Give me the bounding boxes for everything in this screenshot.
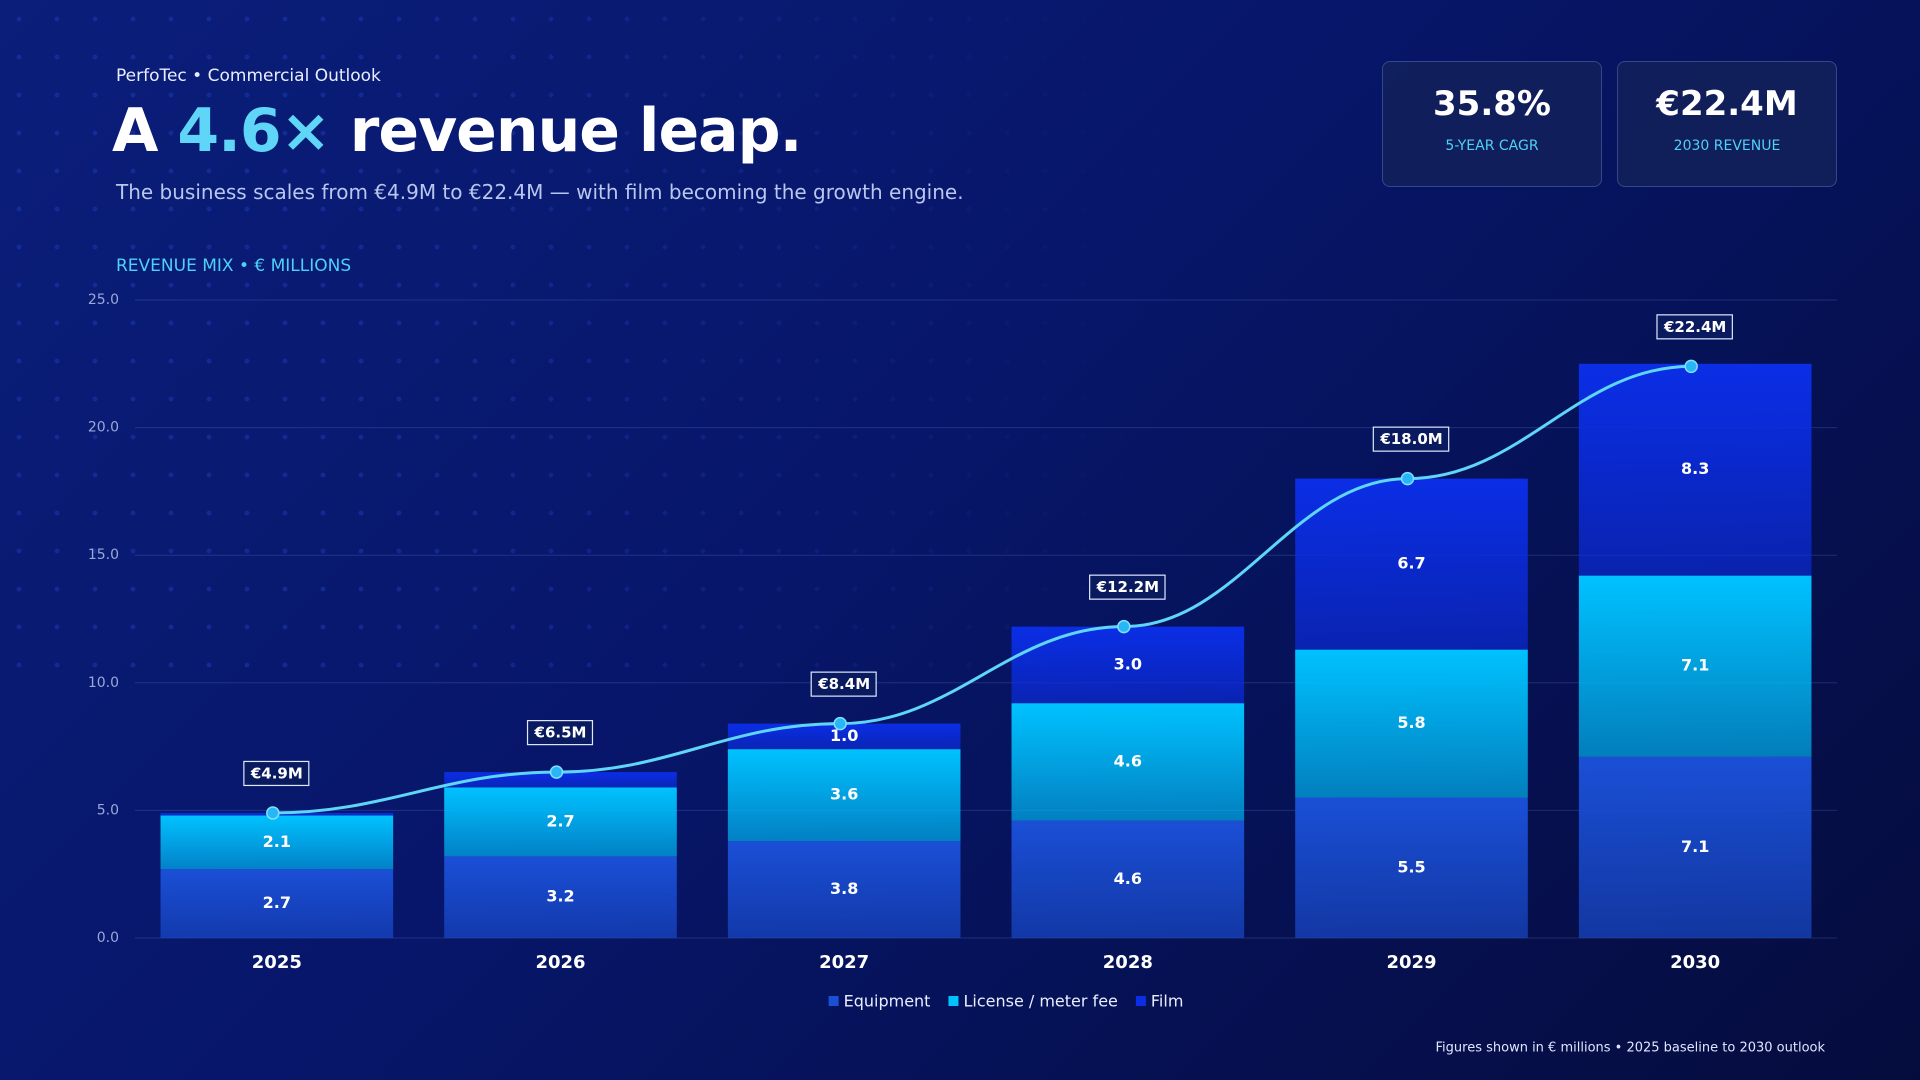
total-point (549, 765, 564, 779)
eyebrow: PerfoTec • Commercial Outlook (116, 66, 381, 86)
dot-pattern (0, 0, 1200, 700)
total-label-text: €4.9M (250, 764, 303, 782)
legend-swatch (828, 996, 839, 1006)
total-point (1684, 359, 1698, 374)
bar-segment (1295, 649, 1528, 798)
bar-segment (727, 749, 961, 842)
y-tick-label: 25.0 (88, 292, 119, 308)
x-tick-label: 2026 (535, 952, 585, 973)
y-tick-label: 10.0 (88, 675, 119, 691)
x-tick-label: 2030 (1670, 952, 1720, 973)
kpi-card: 35.8% 5-YEAR CAGR (1382, 61, 1602, 187)
total-label-box (1656, 314, 1733, 340)
total-label-text: €22.4M (1663, 318, 1726, 336)
chart-title: REVENUE MIX • € MILLIONS (116, 256, 351, 276)
segment-label: 2.1 (263, 832, 291, 851)
kpi-label: 5-YEAR CAGR (1445, 138, 1539, 154)
total-label-box (1089, 574, 1166, 600)
segment-label: 7.1 (1681, 656, 1709, 675)
kpi-value: €22.4M (1656, 84, 1798, 124)
total-label-box (810, 671, 877, 697)
bar-segment (1011, 820, 1245, 938)
total-label: €12.2M (1089, 574, 1166, 600)
segment-label: 1.0 (830, 726, 858, 745)
kpi-value: 35.8% (1433, 84, 1551, 124)
y-tick-label: 15.0 (88, 547, 119, 563)
bar-segment (1295, 797, 1528, 938)
total-label: €4.9M (243, 760, 310, 787)
legend-label: License / meter fee (963, 992, 1117, 1011)
bar-segment (160, 869, 394, 938)
legend-swatch (948, 996, 959, 1006)
total-line (272, 364, 1692, 815)
legend-label: Equipment (844, 992, 931, 1011)
total-label-text: €18.0M (1379, 430, 1442, 448)
total-point (1400, 471, 1415, 486)
total-label: €6.5M (526, 720, 594, 746)
y-tick-label: 20.0 (88, 420, 119, 436)
legend-swatch (1135, 996, 1146, 1006)
y-tick-label: 0.0 (97, 930, 119, 946)
bar-segment (1011, 703, 1245, 821)
total-label: €18.0M (1372, 426, 1450, 452)
segment-label: 2.7 (546, 811, 574, 830)
subtitle: The business scales from €4.9M to €22.4M… (116, 180, 964, 204)
segment-label: 3.2 (546, 887, 574, 906)
segment-label: 3.8 (830, 879, 858, 898)
bar-segment (444, 787, 677, 857)
x-tick-label: 2025 (252, 952, 302, 973)
x-tick-label: 2027 (819, 952, 869, 973)
bar-segment (727, 841, 961, 938)
segment-label: 3.0 (1114, 654, 1142, 673)
total-label: €22.4M (1656, 314, 1733, 340)
total-label-box (1372, 426, 1450, 452)
total-point (266, 806, 280, 820)
segment-label: 4.6 (1114, 751, 1142, 770)
kpi-label: 2030 REVENUE (1673, 138, 1781, 154)
segment-label: 5.5 (1397, 857, 1425, 876)
total-label-text: €8.4M (817, 675, 870, 693)
segment-label: 3.6 (830, 785, 858, 804)
segment-label: 5.8 (1397, 713, 1425, 732)
total-label-text: €6.5M (534, 724, 587, 742)
total-label-box (526, 720, 594, 746)
x-tick-label: 2028 (1103, 952, 1153, 973)
total-label-box (243, 760, 310, 787)
legend: Equipment License / meter fee Film (828, 992, 1184, 1011)
legend-label: Film (1151, 992, 1184, 1011)
segment-label: 4.6 (1114, 869, 1142, 888)
headline-suffix: revenue leap. (349, 96, 803, 166)
segment-label: 6.7 (1397, 554, 1425, 573)
segment-label: 7.1 (1681, 837, 1709, 856)
bar-segment (444, 856, 677, 938)
y-tick-label: 5.0 (97, 802, 119, 818)
bar-segment (1578, 575, 1812, 757)
total-label-text: €12.2M (1096, 578, 1159, 596)
footnote: Figures shown in € millions • 2025 basel… (1436, 1041, 1826, 1056)
bar-segment (1578, 756, 1812, 938)
x-tick-label: 2029 (1386, 952, 1436, 973)
bar-segment (160, 815, 394, 870)
total-point (833, 716, 847, 731)
kpi-card: €22.4M 2030 REVENUE (1617, 61, 1837, 187)
headline-highlight: 4.6× (177, 96, 331, 166)
total-label: €8.4M (810, 671, 877, 697)
bar-segment (1578, 363, 1812, 576)
headline-prefix: A (112, 96, 158, 166)
segment-label: 2.7 (263, 893, 291, 912)
segment-label: 8.3 (1681, 459, 1709, 478)
total-point (1117, 619, 1131, 634)
bar-segment (1295, 478, 1528, 650)
headline: A 4.6× revenue leap. (112, 96, 803, 166)
